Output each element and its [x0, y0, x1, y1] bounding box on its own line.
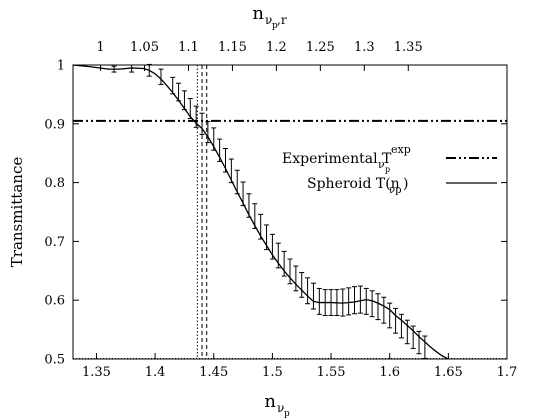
top-axis-label: n ν p ,r	[252, 3, 286, 31]
error-bar	[416, 330, 422, 355]
top-label-subsub: p	[272, 21, 278, 31]
y-tick-label: 0.8	[44, 176, 65, 191]
bottom-tick-labels: 1.35 1.4 1.45 1.5 1.55 1.6 1.65 1.7	[82, 365, 517, 380]
top-tick-labels: 1 1.05 1.1 1.15 1.2 1.25 1.3 1.35	[96, 40, 422, 55]
top-tick-label: 1	[96, 40, 104, 55]
x-label-sub: ν	[277, 401, 284, 415]
error-bar	[234, 169, 240, 195]
y-tick-label: 0.7	[44, 235, 65, 250]
error-bar	[422, 335, 428, 359]
x-tick-label: 1.4	[145, 365, 166, 380]
error-bar	[316, 287, 322, 315]
error-bar	[305, 277, 311, 305]
y-axis-label: Transmittance	[8, 157, 26, 268]
error-bar	[398, 313, 404, 339]
top-tick-label: 1.2	[266, 40, 287, 55]
legend2-prefix: Spheroid T(n	[307, 176, 400, 192]
error-bar	[158, 68, 164, 85]
legend1-prefix: Experimental T	[282, 151, 392, 167]
x-tick-label: 1.55	[317, 365, 346, 380]
x-tick-label: 1.65	[434, 365, 463, 380]
top-tick-label: 1.25	[306, 40, 335, 55]
vertical-marker-lines	[196, 65, 208, 359]
error-bar	[352, 286, 358, 315]
x-label-subsub: p	[284, 409, 290, 419]
error-bar	[369, 290, 375, 318]
error-bar	[187, 98, 193, 120]
error-bar	[181, 90, 187, 111]
x-tick-label: 1.35	[82, 365, 111, 380]
error-bar	[375, 293, 381, 321]
error-bar	[387, 302, 393, 329]
error-bar	[281, 250, 287, 277]
ticks-group	[73, 65, 507, 359]
left-tick-labels: 0.5 0.6 0.7 0.8 0.9 1	[44, 59, 65, 368]
top-tick-label: 1.3	[354, 40, 375, 55]
legend-item-experimental: Experimental T ν p exp	[282, 143, 497, 174]
x-tick-label: 1.7	[497, 365, 518, 380]
error-bar	[404, 319, 410, 345]
y-tick-label: 1	[57, 59, 65, 74]
top-label-sub2: ,r	[277, 13, 287, 27]
top-tick-label: 1.1	[178, 40, 199, 55]
legend1-subsub: p	[385, 165, 390, 174]
error-bar	[363, 287, 369, 315]
x-tick-label: 1.5	[262, 365, 283, 380]
error-bar	[205, 120, 211, 144]
error-bar	[393, 307, 399, 334]
top-tick-label: 1.35	[394, 40, 423, 55]
error-bar	[357, 285, 363, 314]
error-bar	[310, 282, 316, 310]
y-tick-label: 0.9	[44, 117, 65, 132]
plot-frame	[72, 64, 508, 360]
spheroid-curve-group	[72, 64, 449, 360]
error-bar	[287, 258, 293, 285]
top-label-main: n	[252, 3, 264, 24]
error-bar	[410, 325, 416, 349]
error-bar	[199, 112, 205, 135]
error-bar	[381, 296, 387, 324]
error-bar	[293, 265, 299, 292]
spheroid-curve	[72, 64, 449, 360]
legend1-sub: ν	[378, 158, 385, 171]
y-tick-label: 0.5	[44, 353, 65, 368]
error-bar	[299, 272, 305, 298]
legend2-suffix: )	[403, 176, 408, 192]
legend2-sub: νp	[389, 185, 401, 196]
error-bars-group	[111, 63, 428, 359]
x-tick-label: 1.45	[199, 365, 228, 380]
legend1-sup: exp	[391, 143, 411, 156]
x-axis-label: n ν p	[264, 391, 290, 419]
x-label-main: n	[264, 391, 276, 412]
legend: Experimental T ν p exp Spheroid T(n νp )	[282, 143, 497, 196]
y-tick-label: 0.6	[44, 294, 65, 309]
top-tick-label: 1.15	[218, 40, 247, 55]
legend-item-spheroid: Spheroid T(n νp )	[307, 176, 497, 196]
error-bar	[346, 287, 352, 316]
top-tick-label: 1.05	[130, 40, 159, 55]
plot-area-border	[72, 64, 508, 360]
top-label-sub: ν	[265, 13, 272, 27]
x-tick-label: 1.6	[379, 365, 400, 380]
